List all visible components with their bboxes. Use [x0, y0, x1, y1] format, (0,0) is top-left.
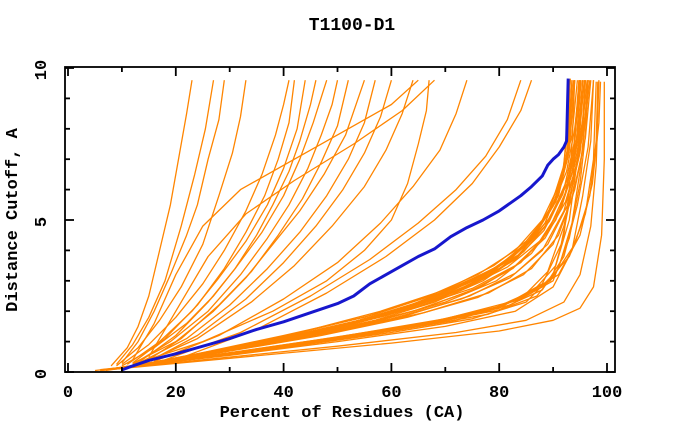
y-tick-label: 0 — [33, 369, 52, 379]
model-curve — [116, 80, 247, 367]
model-curve — [111, 81, 602, 370]
model-curve — [126, 80, 306, 365]
chart-title: T1100-D1 — [309, 16, 396, 36]
model-curve — [132, 80, 296, 364]
x-tick-label: 0 — [63, 384, 73, 403]
x-tick-labels: 0 20 40 60 80 100 — [63, 384, 622, 403]
x-axis-label: Percent of Residues (CA) — [220, 404, 465, 423]
y-axis-label: Distance Cutoff, A — [4, 127, 23, 311]
y-tick-label: 5 — [33, 217, 52, 227]
highlight-curve — [121, 78, 570, 372]
x-tick-label: 80 — [489, 384, 509, 403]
model-curve — [143, 80, 414, 364]
x-tick-label: 40 — [273, 384, 293, 403]
model-curve — [110, 80, 193, 367]
model-curve — [153, 80, 468, 363]
model-curve — [115, 80, 215, 365]
model-curve — [132, 80, 339, 365]
model-curve — [164, 79, 522, 361]
model-curve — [137, 80, 328, 364]
model-curve — [132, 79, 419, 361]
model-curves — [94, 78, 605, 372]
model-curve — [175, 79, 533, 361]
model-curve — [116, 80, 580, 370]
model-curve — [137, 80, 376, 365]
y-tick-labels: 0 5 10 — [33, 60, 52, 379]
model-curve — [121, 80, 225, 364]
x-tick-label: 20 — [166, 384, 186, 403]
model-curve — [121, 80, 290, 365]
model-curve — [121, 80, 317, 367]
x-tick-label: 100 — [592, 384, 623, 403]
x-tick-label: 60 — [381, 384, 401, 403]
model-curve — [100, 81, 605, 372]
model-curve — [94, 80, 595, 372]
model-curve — [127, 80, 584, 369]
model-curve — [132, 80, 430, 366]
axis-ticks — [65, 67, 615, 373]
model-curve — [100, 80, 600, 372]
model-curve — [148, 79, 435, 358]
highlight-model-curve — [121, 78, 570, 372]
y-tick-label: 10 — [33, 60, 52, 80]
model-curve — [132, 79, 366, 365]
